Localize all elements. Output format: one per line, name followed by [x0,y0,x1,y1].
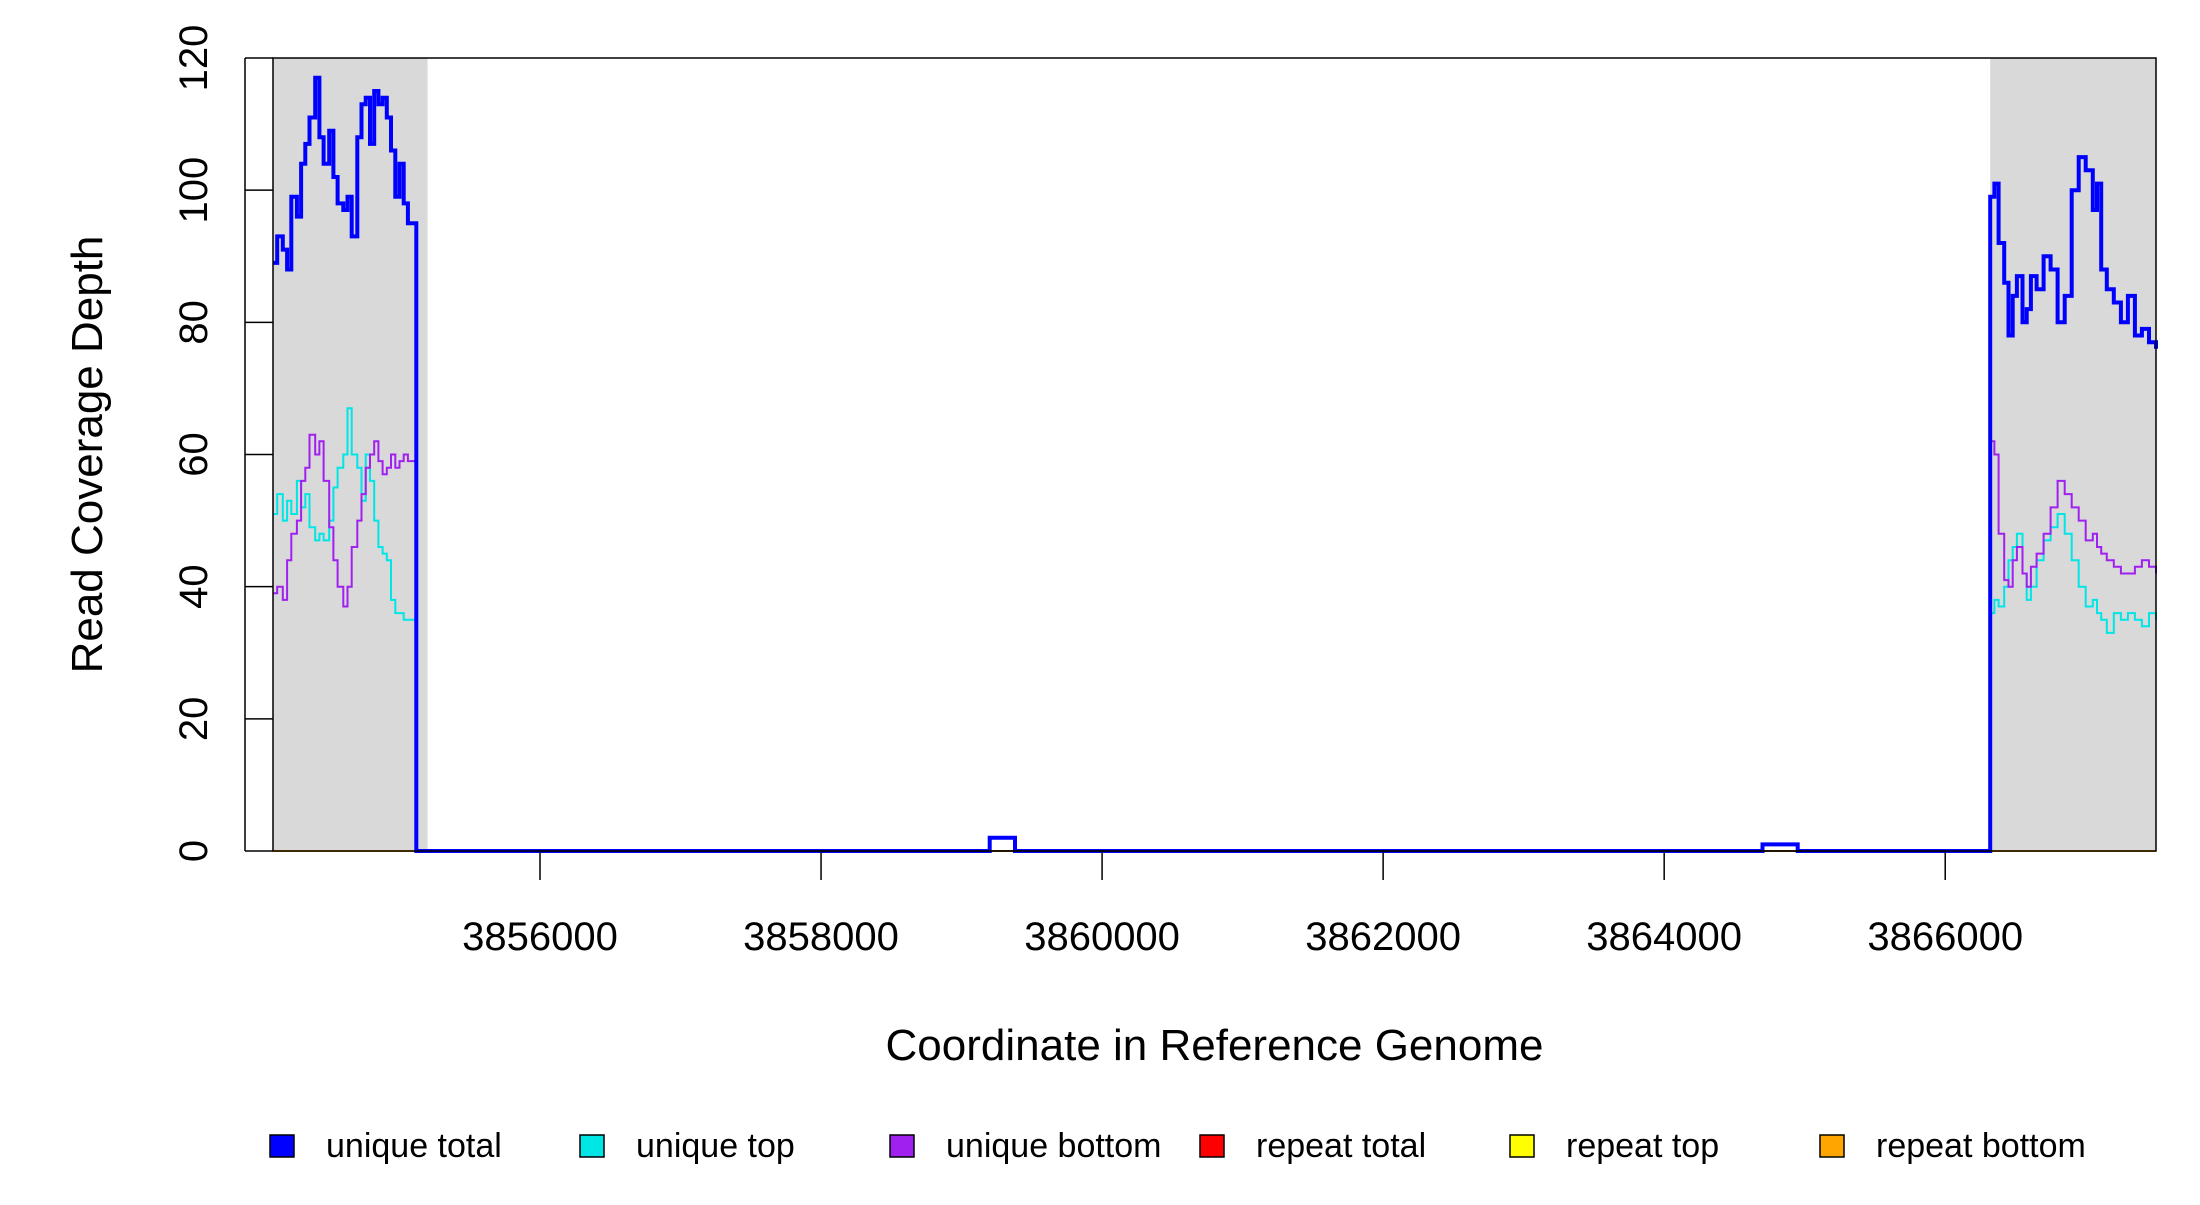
series-line-unique-total [273,75,2158,853]
legend-swatch [579,1134,605,1158]
legend-swatch [889,1134,915,1158]
x-axis-title: Coordinate in Reference Genome [886,1021,1544,1070]
y-axis-title: Read Coverage Depth [63,236,112,674]
shaded-region-2 [1990,58,2156,851]
legend-swatch [1509,1134,1535,1158]
y-tick-label: 0 [172,840,216,862]
legend-swatch [1819,1134,1845,1158]
series-line-unique-top [273,407,2157,852]
x-axis: 3856000 3858000 3860000 3862000 3864000 38660… [462,850,2023,959]
legend-swatch [269,1134,295,1158]
x-tick-label: 3862000 [1305,915,1461,959]
legend-label: unique top [636,1127,795,1165]
legend-swatch [1199,1134,1225,1158]
x-tick-label: 3864000 [1586,915,1742,959]
y-axis: 0 20 40 60 80 100 120 [172,25,273,862]
x-tick-label: 3858000 [743,915,899,959]
y-tick-label: 40 [172,564,216,609]
legend-label: repeat bottom [1876,1127,2086,1165]
y-tick-label: 20 [172,697,216,742]
legend-label: unique total [326,1127,502,1165]
plot-frame [272,57,2157,852]
x-tick-label: 3866000 [1867,915,2023,959]
y-tick-label: 100 [172,157,216,224]
legend-label: unique bottom [946,1127,1162,1165]
y-tick-label: 60 [172,432,216,477]
series-line-unique-bottom [273,433,2157,852]
series-layer [273,75,2158,853]
legend-label: repeat total [1256,1127,1426,1165]
x-tick-label: 3856000 [462,915,618,959]
x-tick-label: 3860000 [1024,915,1180,959]
shade-layer [273,58,2156,851]
legend: unique total unique top unique bottom repea… [269,1127,2086,1165]
y-tick-label: 120 [172,25,216,92]
y-tick-label: 80 [172,300,216,345]
legend-label: repeat top [1566,1127,1719,1165]
